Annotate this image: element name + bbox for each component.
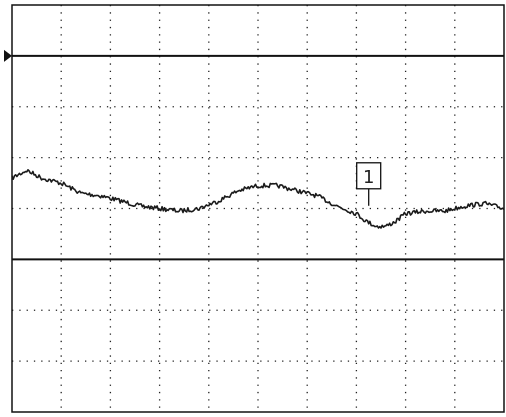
reference-lines (12, 54, 504, 261)
grid (11, 4, 505, 413)
channel-marker-box (356, 162, 382, 190)
trigger-marker-icon (4, 49, 12, 62)
channel-marker-label: 1 (363, 167, 374, 188)
signal-trace-1 (11, 169, 505, 229)
markers (4, 49, 382, 206)
trace-layer (11, 169, 505, 229)
